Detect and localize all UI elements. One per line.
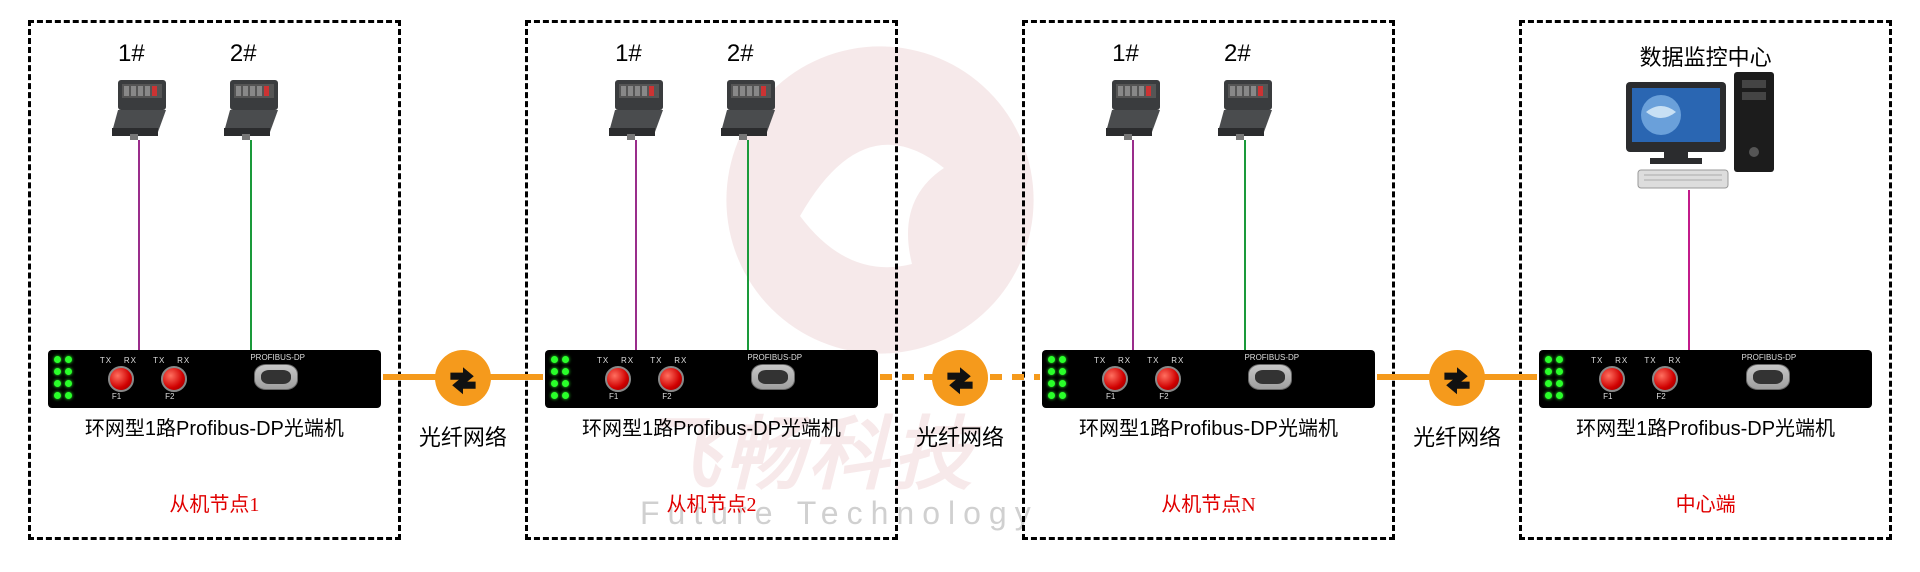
profibus-connector-icon xyxy=(222,72,292,142)
device-desc-label: 环网型1路Profibus-DP光端机 xyxy=(28,412,401,441)
monitor-center-label: 数据监控中心 xyxy=(1519,40,1892,72)
connector-cable xyxy=(250,140,252,350)
connector-cable xyxy=(1244,140,1246,350)
device-desc-label: 环网型1路Profibus-DP光端机 xyxy=(525,412,898,441)
connector-cable xyxy=(1132,140,1134,350)
pc-cable xyxy=(1688,190,1690,350)
fiber-exchange-icon xyxy=(932,350,988,406)
profibus-device: TXRXTXRXF1F2PROFIBUS-DP xyxy=(1042,350,1375,408)
profibus-connector-icon xyxy=(607,72,677,142)
connector-num: 1# xyxy=(615,40,642,68)
fiber-link-label: 光纤网络 xyxy=(916,420,1004,452)
node-box-n1: 从机节点1 xyxy=(28,20,401,540)
connector-cable xyxy=(747,140,749,350)
diagram-stage: 从机节点1 1# 2# TXRXTXRXF1F2PROFIBUS-DP 环网型1路P… xyxy=(0,0,1920,572)
connector-cable xyxy=(635,140,637,350)
monitor-pc-icon xyxy=(1626,72,1786,192)
fiber-link-label: 光纤网络 xyxy=(1413,420,1501,452)
profibus-device: TXRXTXRXF1F2PROFIBUS-DP xyxy=(1539,350,1872,408)
connector-num: 2# xyxy=(1224,40,1251,68)
node-box-n3: 从机节点N xyxy=(1022,20,1395,540)
connector-num: 1# xyxy=(1112,40,1139,68)
profibus-connector-icon xyxy=(110,72,180,142)
connector-num: 1# xyxy=(118,40,145,68)
profibus-connector-icon xyxy=(1104,72,1174,142)
connector-cable xyxy=(138,140,140,350)
node-role-label: 从机节点1 xyxy=(31,488,398,517)
connector-num: 2# xyxy=(230,40,257,68)
node-role-label: 中心端 xyxy=(1522,488,1889,517)
fiber-exchange-icon xyxy=(435,350,491,406)
connector-num: 2# xyxy=(727,40,754,68)
node-role-label: 从机节点N xyxy=(1025,488,1392,517)
device-desc-label: 环网型1路Profibus-DP光端机 xyxy=(1519,412,1892,441)
profibus-connector-icon xyxy=(719,72,789,142)
profibus-device: TXRXTXRXF1F2PROFIBUS-DP xyxy=(545,350,878,408)
profibus-connector-icon xyxy=(1216,72,1286,142)
profibus-device: TXRXTXRXF1F2PROFIBUS-DP xyxy=(48,350,381,408)
fiber-link-label: 光纤网络 xyxy=(419,420,507,452)
fiber-exchange-icon xyxy=(1429,350,1485,406)
node-box-n2: 从机节点2 xyxy=(525,20,898,540)
node-role-label: 从机节点2 xyxy=(528,488,895,517)
device-desc-label: 环网型1路Profibus-DP光端机 xyxy=(1022,412,1395,441)
